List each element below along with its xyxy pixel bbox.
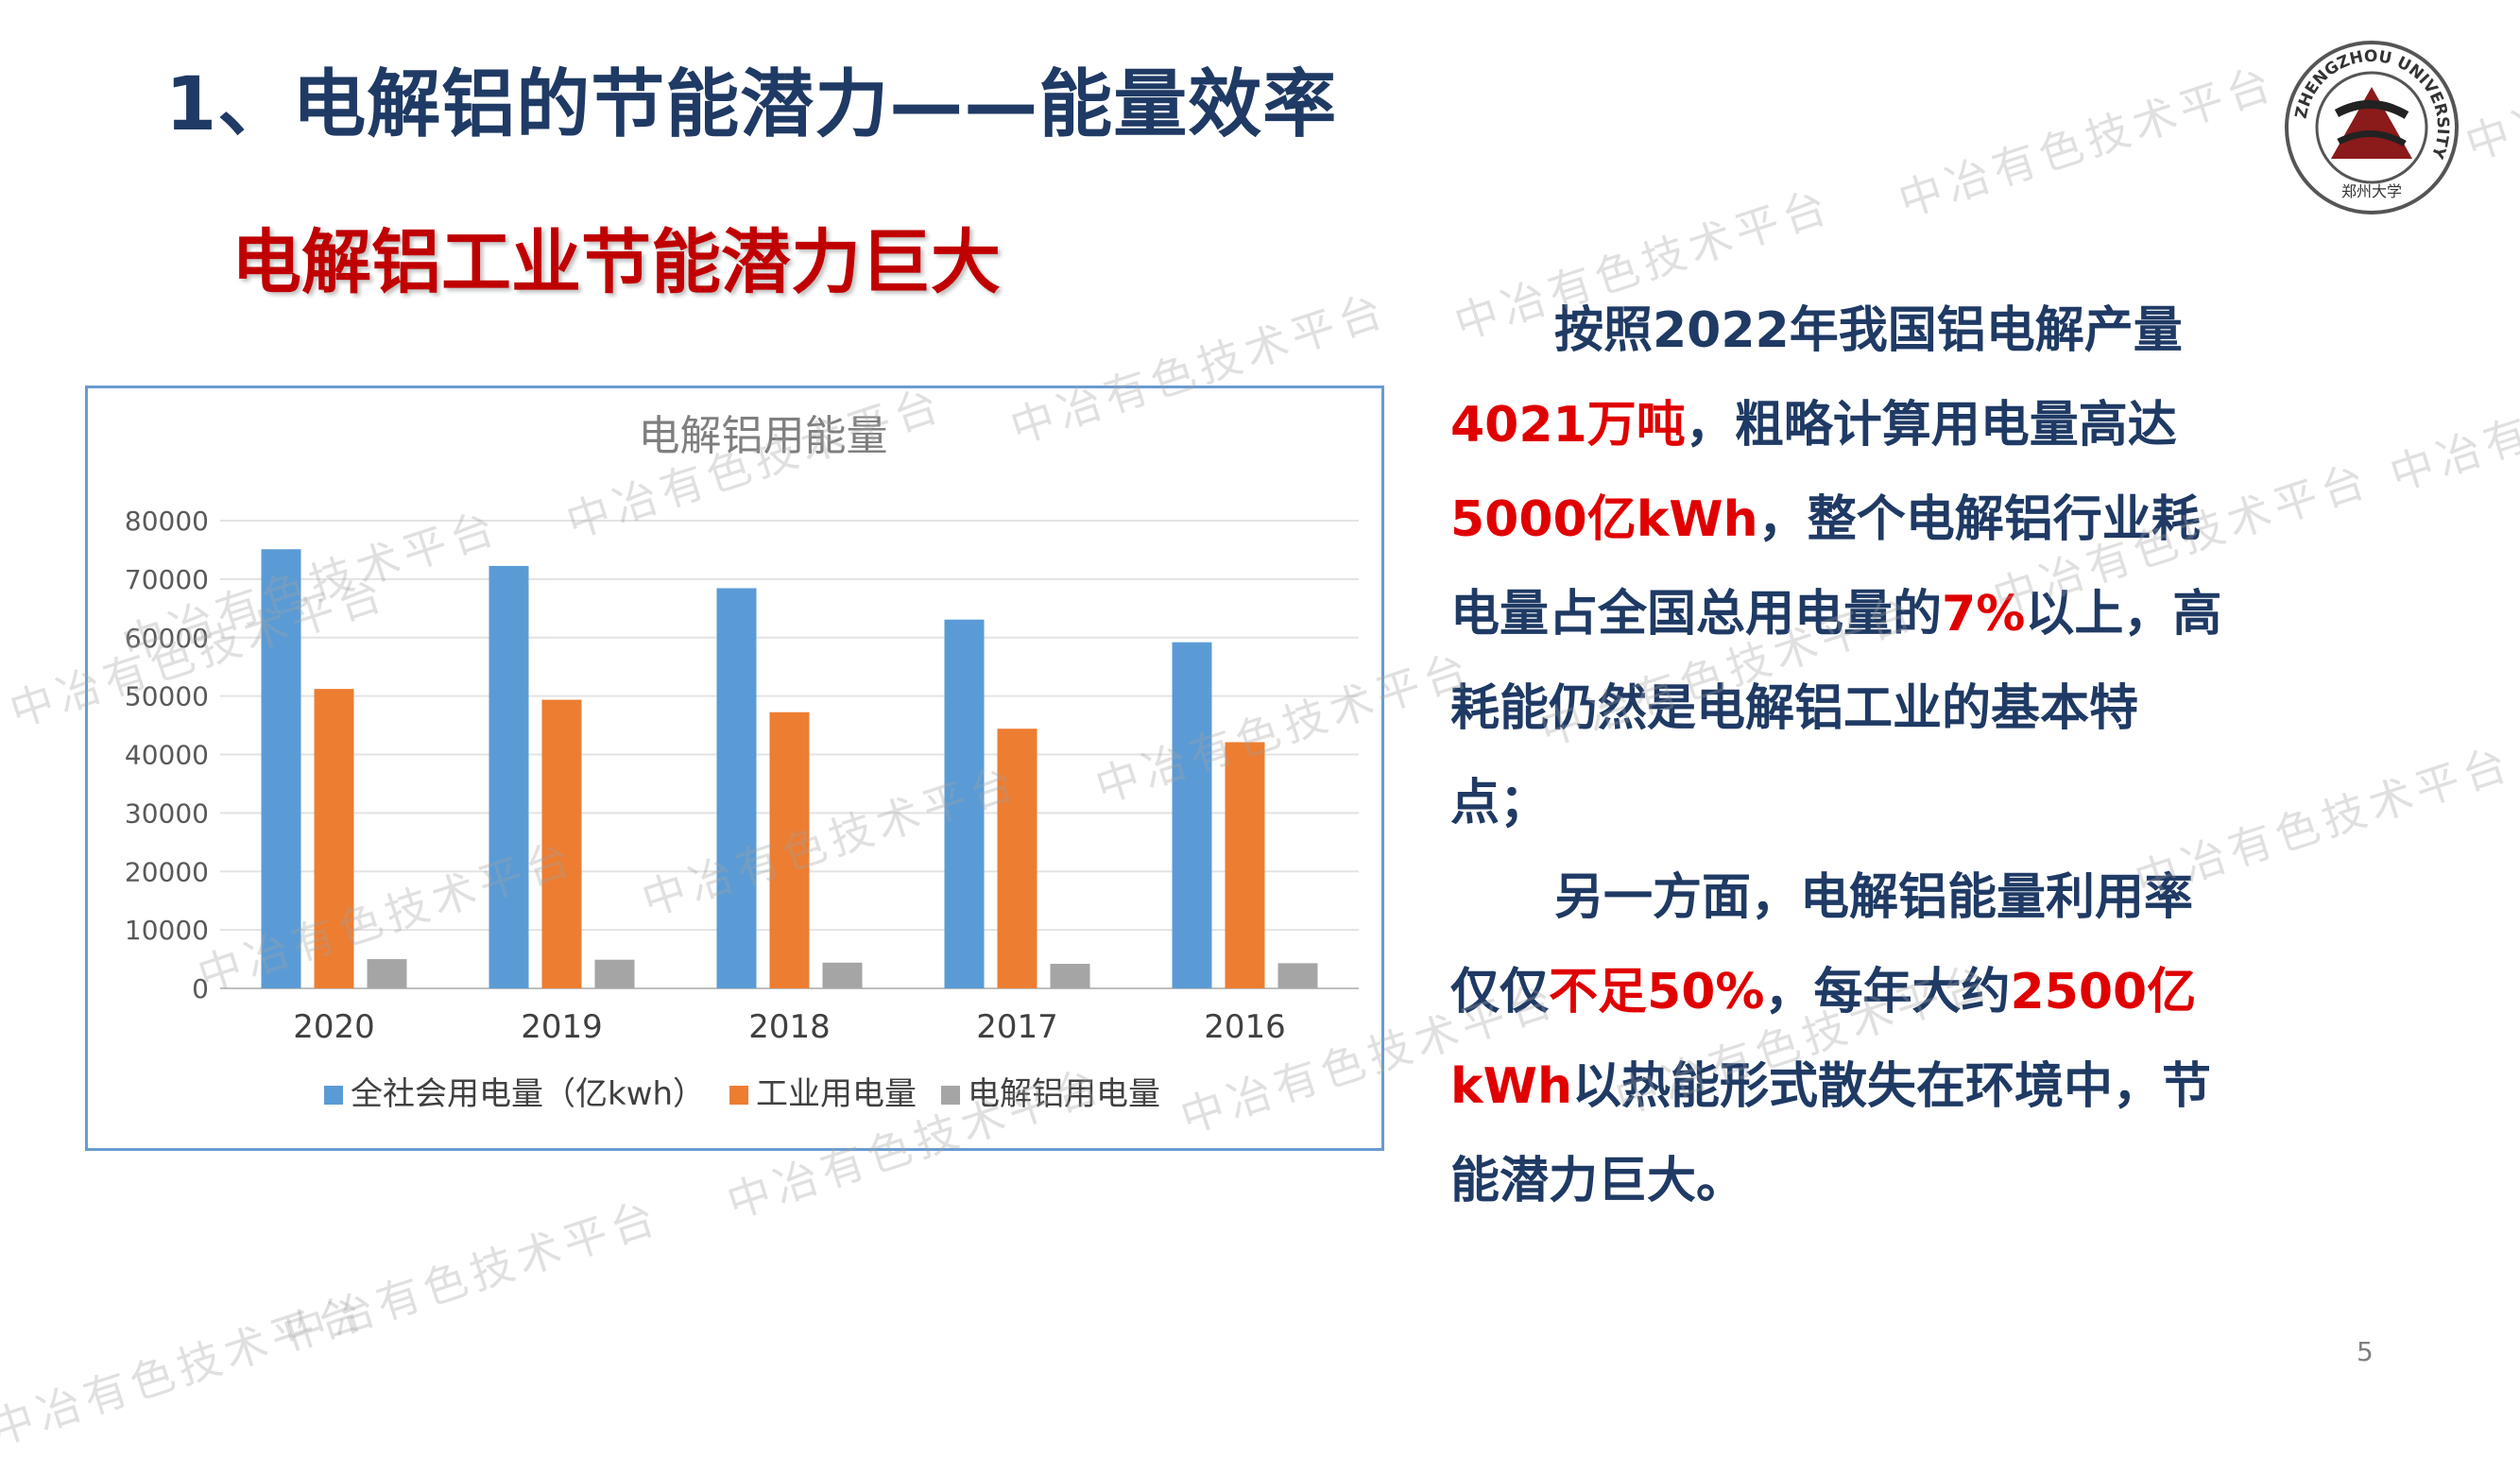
legend-label-2: 工业用电量 bbox=[756, 1075, 917, 1113]
x-tick-label-2017: 2017 bbox=[976, 1008, 1058, 1046]
y-tick-label-30000: 30000 bbox=[125, 798, 209, 829]
y-tick-label-20000: 20000 bbox=[125, 856, 209, 887]
bar-2020-series-1 bbox=[261, 549, 301, 988]
watermark-text: 中冶有色技术平台 bbox=[2459, 0, 2520, 170]
y-tick-label-40000: 40000 bbox=[125, 740, 209, 771]
p2-text-2: ，每年大约 bbox=[1764, 964, 2011, 1021]
p1-text-3: ，整个电解铝行业耗电量占全国总用电量的 bbox=[1450, 491, 2201, 643]
paragraph-1: 按照2022年我国铝电解产量 4021万吨，粗略计算用电量高达 5000亿kWh，整… bbox=[1450, 283, 2235, 850]
bar-2020-series-3 bbox=[367, 959, 407, 988]
p1-text-4: 以上，高耗能仍然是电解铝工业的基本特点； bbox=[1450, 586, 2222, 832]
y-tick-label-10000: 10000 bbox=[125, 915, 209, 946]
p1-highlight-electricity: 5000亿kWh bbox=[1450, 491, 1758, 548]
bar-2018-series-2 bbox=[769, 712, 810, 988]
bar-2016-series-3 bbox=[1277, 963, 1318, 988]
y-tick-label-70000: 70000 bbox=[125, 564, 209, 595]
watermark-text: 中冶有色技术平台 bbox=[2383, 331, 2520, 501]
p1-highlight-percent: 7% bbox=[1942, 586, 2026, 643]
legend-swatch-2 bbox=[729, 1086, 749, 1105]
legend-label-3: 电解铝用电量 bbox=[968, 1075, 1160, 1113]
bar-2018-series-1 bbox=[716, 588, 757, 988]
p2-highlight-efficiency: 不足50% bbox=[1549, 964, 1765, 1021]
chart-frame: 电解铝用能量 0 10000 20000 30000 40000 50000 60000 700… bbox=[85, 386, 1384, 1151]
bar-2016-series-2 bbox=[1225, 742, 1265, 988]
x-tick-label-2020: 2020 bbox=[293, 1008, 375, 1046]
bar-2017-series-3 bbox=[1050, 964, 1090, 988]
body-text: 按照2022年我国铝电解产量 4021万吨，粗略计算用电量高达 5000亿kWh，整… bbox=[1450, 283, 2235, 1228]
bar-chart: 电解铝用能量 0 10000 20000 30000 40000 50000 60000 700… bbox=[125, 412, 1359, 1113]
p1-highlight-output: 4021万吨 bbox=[1450, 397, 1686, 454]
slide-subtitle: 电解铝工业节能潜力巨大 bbox=[231, 222, 1001, 303]
chart-title: 电解铝用能量 bbox=[639, 412, 888, 460]
x-tick-label-2018: 2018 bbox=[748, 1008, 831, 1046]
p2-text-1: 另一方面，电解铝能量利用率仅仅 bbox=[1450, 869, 2194, 1021]
p1-text-2: ，粗略计算用电量高达 bbox=[1685, 397, 2177, 454]
logo-bottom-text: 郑州大学 bbox=[2341, 182, 2402, 200]
bar-2020-series-2 bbox=[314, 689, 354, 988]
page-number: 5 bbox=[2357, 1336, 2374, 1367]
zhengzhou-university-logo: ZHENGZHOU UNIVERSITY 郑州大学 bbox=[2285, 41, 2459, 214]
paragraph-2: 另一方面，电解铝能量利用率仅仅不足50%，每年大约2500亿kWh以热能形式散失… bbox=[1450, 850, 2235, 1228]
bar-2016-series-1 bbox=[1172, 642, 1212, 988]
slide-title: 1、电解铝的节能潜力——能量效率 bbox=[165, 62, 1338, 147]
x-tick-label-2016: 2016 bbox=[1204, 1008, 1286, 1046]
watermark-text: 中冶有色技术平台 bbox=[0, 1285, 374, 1455]
legend-label-1: 全社会用电量（亿kwh） bbox=[351, 1075, 705, 1113]
p2-highlight-heat-loss: 2500亿kWh bbox=[1450, 964, 2197, 1115]
y-tick-label-50000: 50000 bbox=[125, 681, 209, 712]
bar-2019-series-1 bbox=[489, 565, 529, 988]
x-tick-label-2019: 2019 bbox=[521, 1008, 603, 1046]
bar-2017-series-1 bbox=[944, 619, 985, 988]
y-tick-label-80000: 80000 bbox=[125, 506, 209, 537]
legend-swatch-3 bbox=[941, 1086, 961, 1105]
watermark-text: 中冶有色技术平台 bbox=[1892, 57, 2283, 227]
y-tick-label-60000: 60000 bbox=[125, 623, 209, 654]
legend-swatch-1 bbox=[324, 1086, 343, 1105]
bar-2018-series-3 bbox=[822, 962, 863, 988]
bar-2019-series-3 bbox=[594, 959, 635, 988]
p2-text-3: 以热能形式散失在环境中，节能潜力巨大。 bbox=[1450, 1058, 2211, 1209]
bar-2017-series-2 bbox=[997, 729, 1037, 988]
p1-text-1: 按照2022年我国铝电解产量 bbox=[1554, 302, 2183, 359]
bar-2019-series-2 bbox=[541, 699, 582, 988]
watermark-text: 中冶有色技术平台 bbox=[276, 1191, 667, 1361]
y-tick-label-0: 0 bbox=[192, 973, 209, 1004]
